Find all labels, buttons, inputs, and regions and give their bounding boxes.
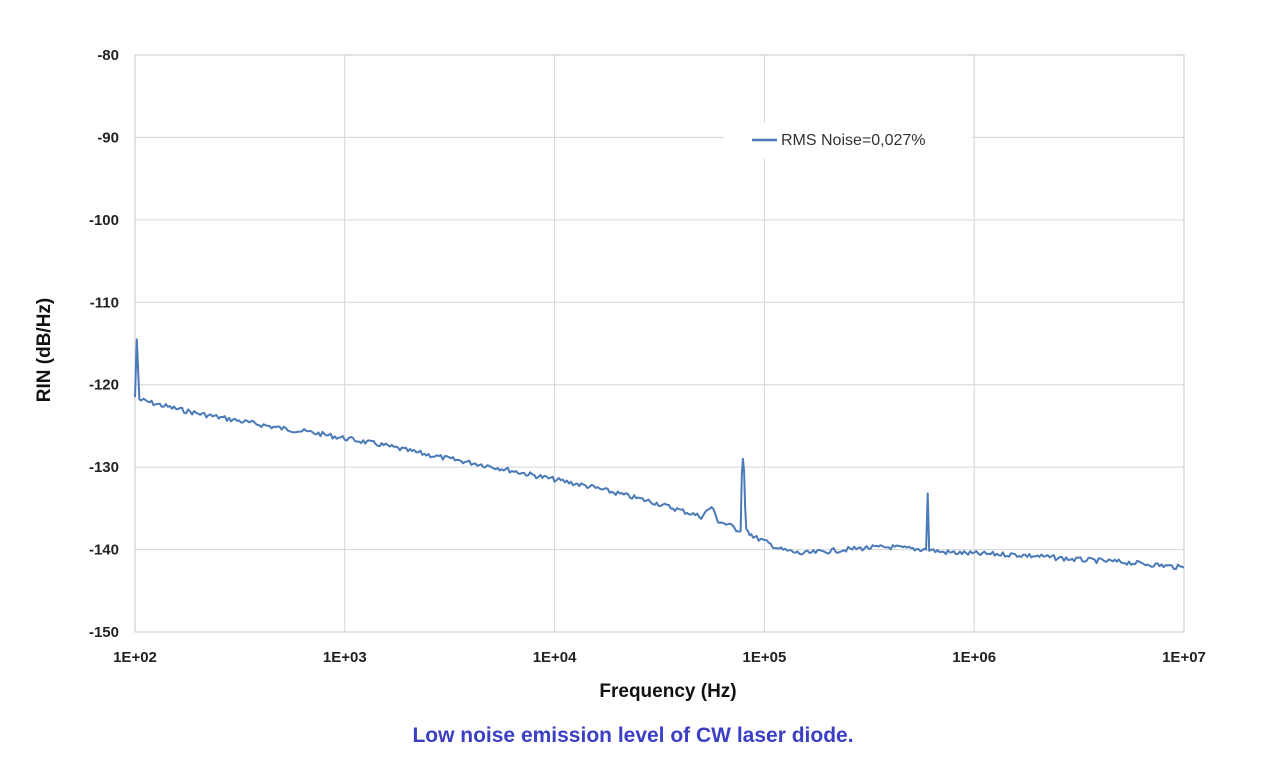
series-layer bbox=[134, 338, 1185, 571]
x-tick-label: 1E+04 bbox=[533, 649, 577, 666]
y-tick-label: -140 bbox=[89, 542, 119, 559]
rin-chart: -80-90-100-110-120-130-140-150 1E+02 1E+0… bbox=[34, 47, 1206, 702]
y-axis-title: RIN (dB/Hz) bbox=[34, 298, 55, 402]
legend-label: RMS Noise=0,027% bbox=[781, 132, 926, 149]
y-tick-label: -130 bbox=[89, 459, 119, 476]
x-tick-label: 1E+02 bbox=[113, 649, 157, 666]
plot-area-border bbox=[134, 54, 1185, 633]
y-tick-label: -100 bbox=[89, 212, 119, 229]
figure-caption: Low noise emission level of CW laser dio… bbox=[412, 724, 854, 747]
y-tick-label: -80 bbox=[97, 47, 119, 64]
x-tick-label: 1E+07 bbox=[1162, 649, 1206, 666]
y-tick-label: -90 bbox=[97, 129, 119, 146]
y-tick-label: -150 bbox=[89, 624, 119, 641]
series-line bbox=[134, 338, 1185, 571]
x-axis-ticks: 1E+02 1E+03 1E+04 1E+05 1E+06 1E+07 bbox=[113, 649, 1206, 666]
y-tick-label: -120 bbox=[89, 377, 119, 394]
legend: RMS Noise=0,027% bbox=[724, 123, 972, 159]
y-tick-label: -110 bbox=[90, 294, 119, 311]
x-tick-label: 1E+06 bbox=[952, 649, 996, 666]
grid-lines bbox=[134, 54, 1185, 633]
x-tick-label: 1E+03 bbox=[323, 649, 367, 666]
x-axis-title: Frequency (Hz) bbox=[599, 681, 736, 702]
x-tick-label: 1E+05 bbox=[743, 649, 787, 666]
y-axis-ticks: -80 -90 -100 -110 -120 -130 -140 -150 bbox=[89, 47, 119, 641]
